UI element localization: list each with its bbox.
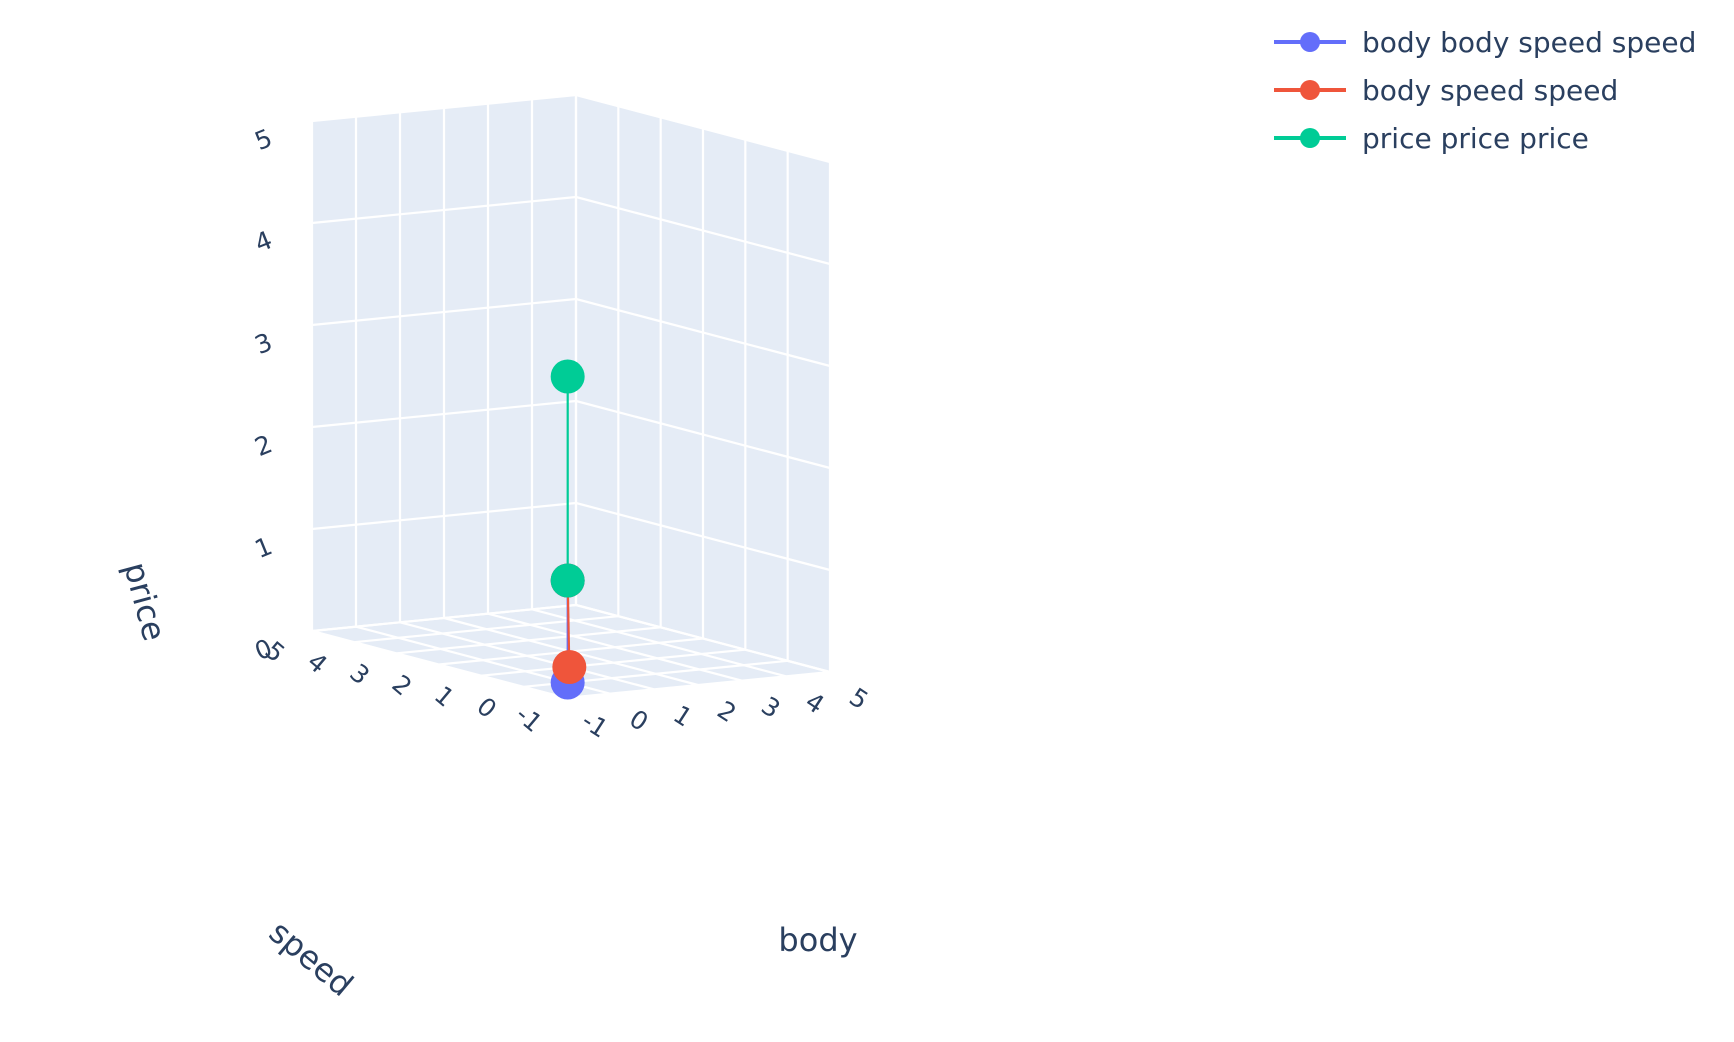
gridlines <box>310 93 832 700</box>
legend-swatch-icon <box>1274 32 1346 52</box>
z-tick-label: 3 <box>251 327 277 360</box>
x-tick-label: -1 <box>576 706 613 744</box>
y-tick-label: 1 <box>429 680 460 712</box>
x-tick-label: 2 <box>712 695 741 728</box>
grid-line-y-floor <box>481 648 746 677</box>
legend-item[interactable]: price price price <box>1272 114 1696 162</box>
legend-label: body speed speed <box>1362 73 1619 107</box>
grid-line-z-left-wall <box>311 195 577 225</box>
grid-line-z-right-wall <box>575 399 831 470</box>
legend-swatch-icon <box>1274 128 1346 148</box>
y-tick-label: -1 <box>510 700 548 738</box>
data-point-marker <box>550 563 585 598</box>
data-point-marker <box>550 359 585 394</box>
grid-line-z-right-wall <box>575 297 831 368</box>
y-tick-label: 3 <box>344 658 375 690</box>
grid-line-z-right-wall <box>575 603 831 674</box>
x-tick-label: 4 <box>800 687 829 720</box>
data-point-marker <box>552 650 587 684</box>
grid-line-z-right-wall <box>575 195 831 266</box>
traces <box>550 359 587 700</box>
legend-item[interactable]: body speed speed <box>1272 66 1696 114</box>
z-tick-label: 2 <box>251 429 277 462</box>
grid-line-z-right-wall <box>575 93 831 164</box>
grid-line-z-left-wall <box>311 93 577 123</box>
legend-item[interactable]: body body speed speed <box>1272 18 1696 66</box>
x-axis-title: body <box>778 921 857 959</box>
grid-line-z-left-wall <box>311 501 577 531</box>
grid-line-z-right-wall <box>575 501 831 572</box>
y-tick-label: 0 <box>471 691 502 723</box>
z-tick-label: 5 <box>251 123 277 156</box>
grid-line-z-left-wall <box>311 603 577 633</box>
y-tick-label: 2 <box>387 669 418 701</box>
z-tick-label: 4 <box>251 225 277 258</box>
x-tick-label: 5 <box>844 682 873 715</box>
grid-line-z-left-wall <box>311 297 577 327</box>
grid-line-y-floor <box>565 670 831 700</box>
x-tick-label: 1 <box>668 700 697 733</box>
legend-label: price price price <box>1362 121 1589 155</box>
y-tick-label: 4 <box>302 647 333 679</box>
legend: body body speed speed body speed speed pri… <box>1272 18 1696 162</box>
legend-label: body body speed speed <box>1362 25 1697 59</box>
grid-line-y-floor <box>354 615 619 644</box>
z-tick-label: 1 <box>251 531 277 564</box>
legend-swatch-icon <box>1274 80 1346 100</box>
x-tick-label: 3 <box>756 691 785 724</box>
z-axis-title: price <box>116 558 173 645</box>
axis-panes <box>312 95 830 698</box>
y-axis-title: speed <box>262 913 360 1004</box>
x-tick-label: 0 <box>624 704 653 737</box>
grid-line-y-floor <box>396 626 661 655</box>
grid-line-z-left-wall <box>311 399 577 429</box>
